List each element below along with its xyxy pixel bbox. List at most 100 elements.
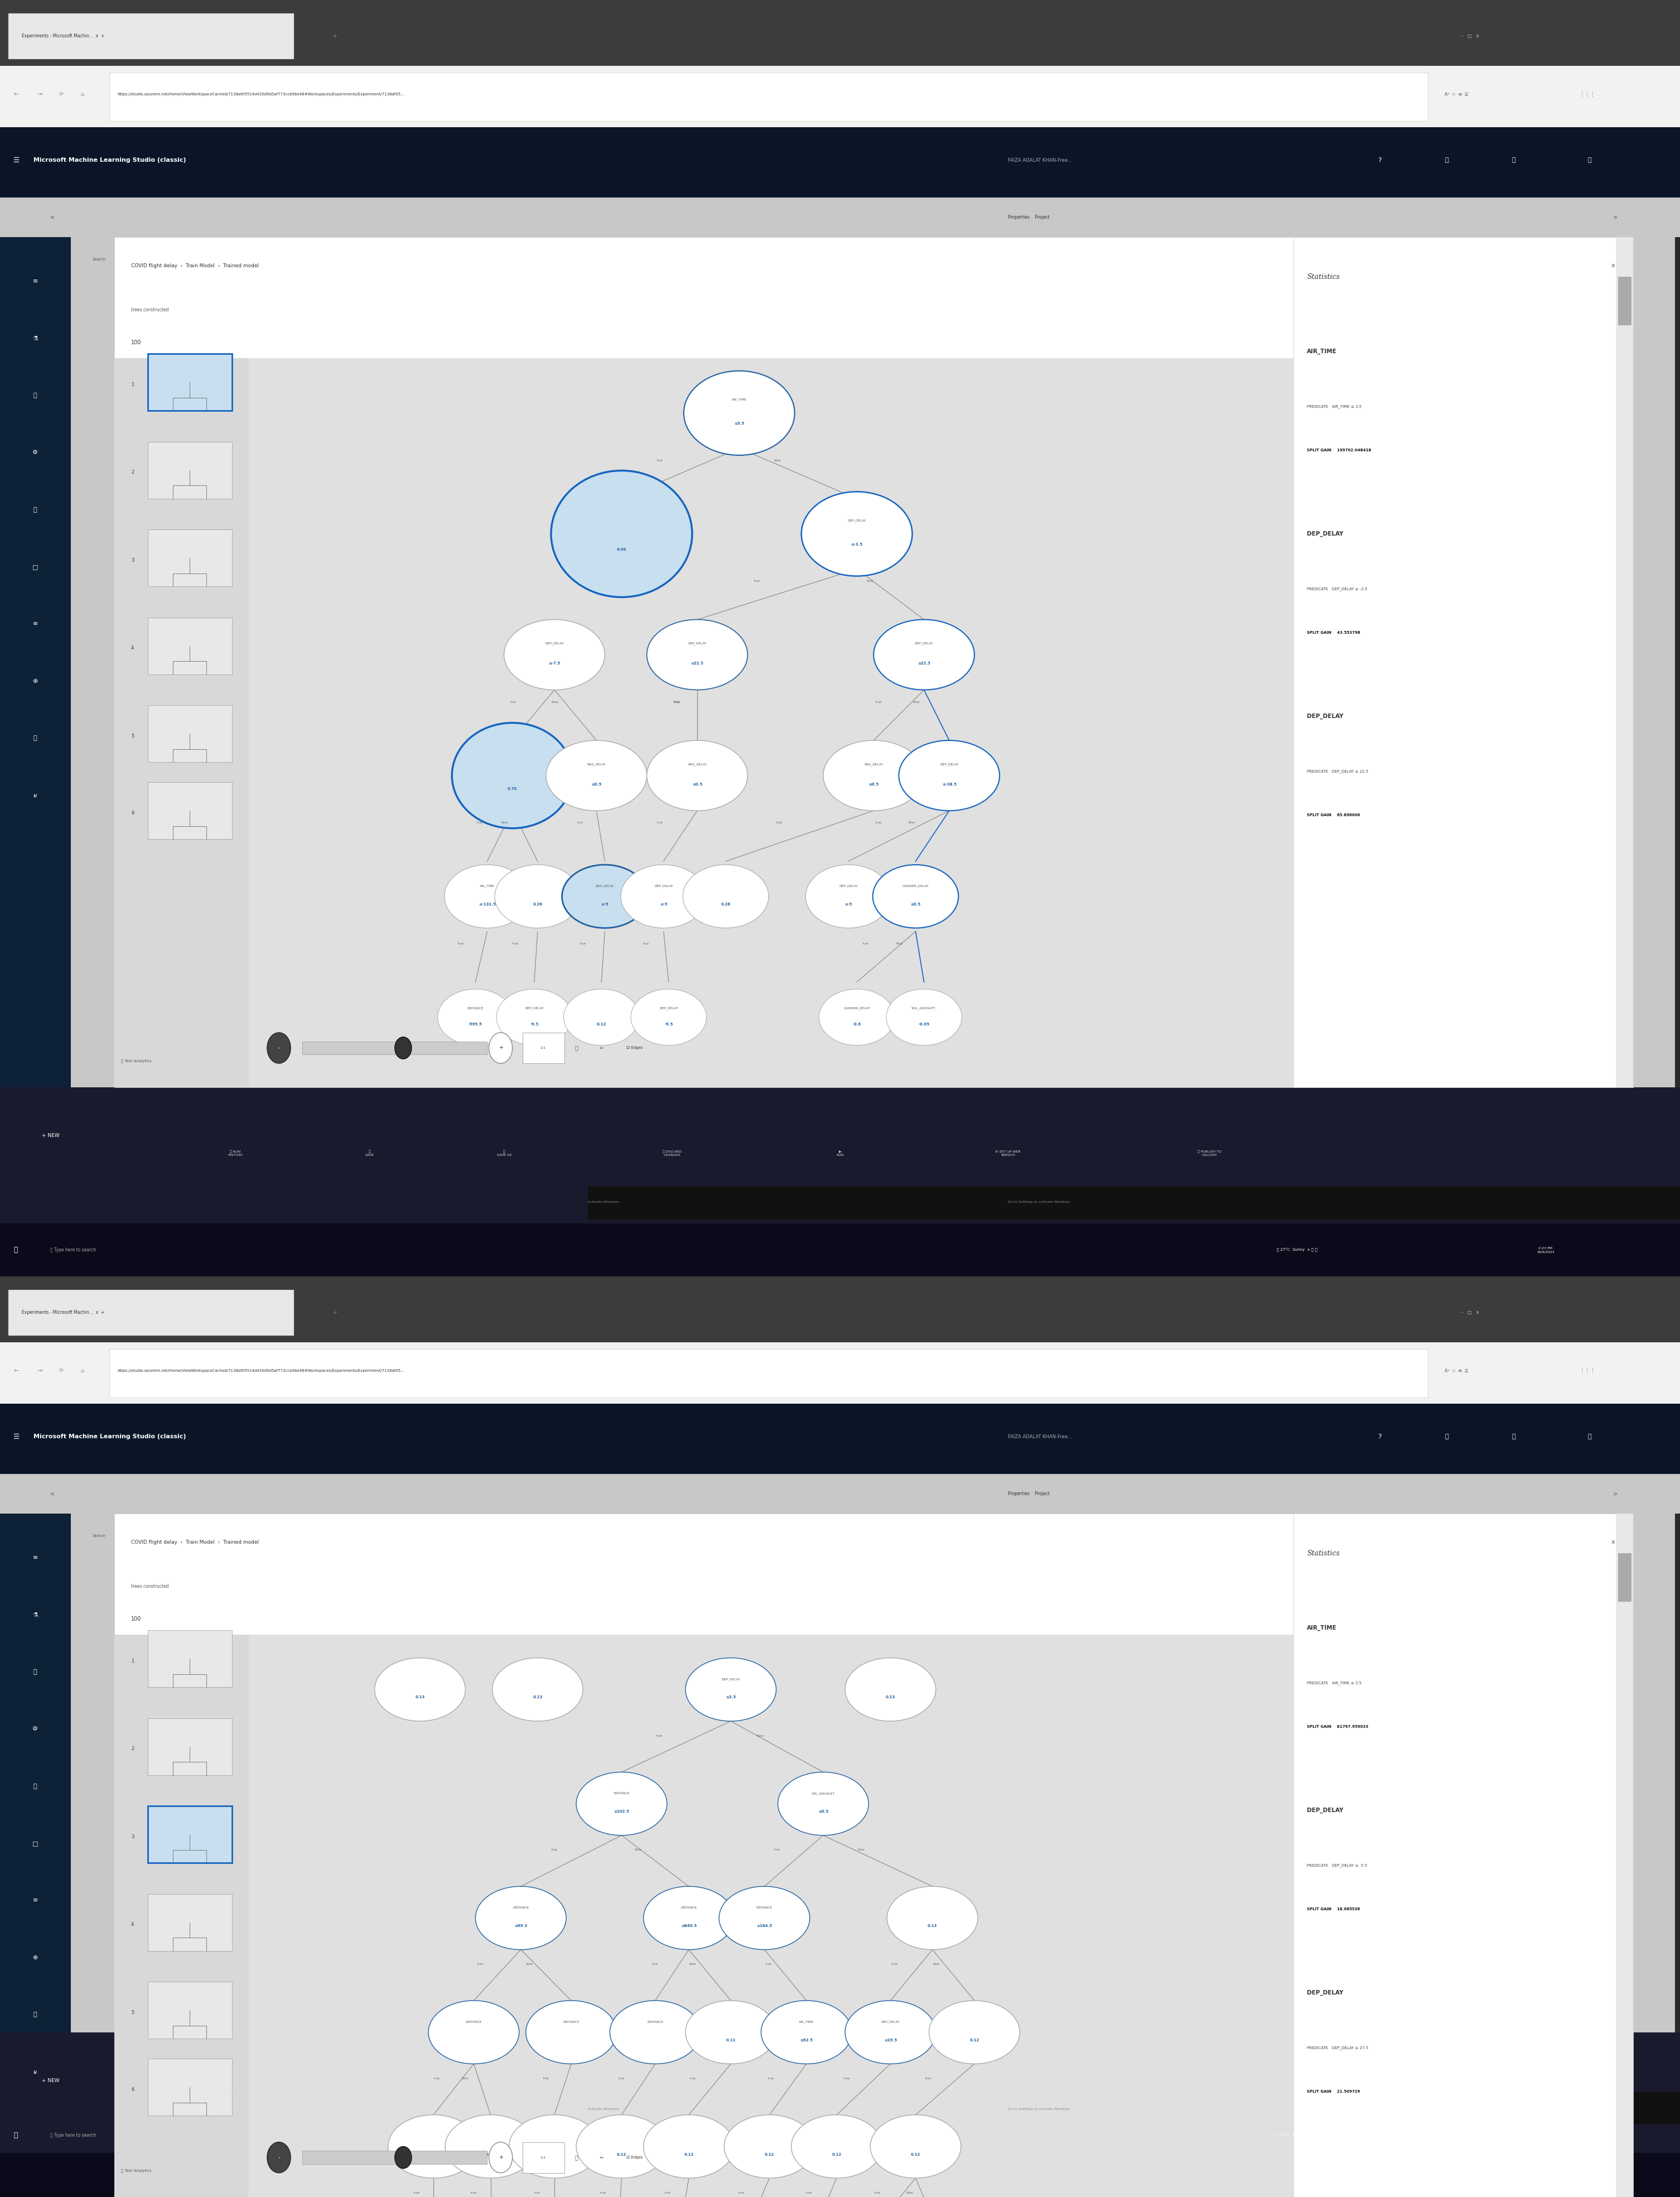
Text: false: false bbox=[689, 1962, 697, 1966]
Text: ⚙ SET UP WEB
SERVICE: ⚙ SET UP WEB SERVICE bbox=[995, 1151, 1021, 1156]
Text: DEP_DELAY: DEP_DELAY bbox=[544, 642, 564, 646]
Text: ?: ? bbox=[1378, 1432, 1381, 1441]
Text: 100: 100 bbox=[131, 341, 141, 345]
Text: ≤99.3: ≤99.3 bbox=[514, 1925, 528, 1927]
Ellipse shape bbox=[682, 866, 768, 927]
Text: PREDICATE   AIR_TIME ≤ 3.5: PREDICATE AIR_TIME ≤ 3.5 bbox=[1307, 1681, 1362, 1685]
Text: 0.12: 0.12 bbox=[549, 2153, 559, 2155]
Text: true: true bbox=[578, 822, 583, 824]
Text: DISTANCE: DISTANCE bbox=[756, 1907, 773, 1909]
Text: true: true bbox=[766, 1962, 771, 1966]
Text: 6: 6 bbox=[131, 811, 134, 815]
Text: 🔴 27°C  Sunny  ∧ 🔊 🌐: 🔴 27°C Sunny ∧ 🔊 🌐 bbox=[1277, 1248, 1317, 1252]
FancyBboxPatch shape bbox=[148, 442, 232, 499]
Text: false: false bbox=[857, 1848, 865, 1852]
Text: true: true bbox=[512, 943, 519, 945]
Ellipse shape bbox=[564, 989, 638, 1046]
Text: 💾
SAVE: 💾 SAVE bbox=[365, 1151, 375, 1156]
Ellipse shape bbox=[778, 1773, 869, 1834]
Ellipse shape bbox=[632, 989, 706, 1046]
Text: 0.00: 0.00 bbox=[617, 547, 627, 551]
Text: AIR_TIME: AIR_TIME bbox=[1307, 1626, 1337, 1630]
Text: true: true bbox=[477, 822, 482, 824]
Ellipse shape bbox=[620, 866, 706, 927]
Text: false: false bbox=[909, 822, 916, 824]
Text: DEP_DELAY: DEP_DELAY bbox=[1307, 532, 1344, 536]
Text: + NEW: + NEW bbox=[42, 1134, 59, 1138]
FancyBboxPatch shape bbox=[522, 1033, 564, 1063]
Text: https://studio.azureml.net/Home/ViewWorkspaceCached/7138af05514d430d9d5af773ccb9: https://studio.azureml.net/Home/ViewWork… bbox=[118, 92, 405, 97]
Text: DEP_DELAY: DEP_DELAY bbox=[595, 885, 615, 888]
Text: Experiments - Microsoft Machin...  x  +: Experiments - Microsoft Machin... x + bbox=[22, 1309, 104, 1316]
Ellipse shape bbox=[475, 1887, 566, 1949]
FancyBboxPatch shape bbox=[0, 237, 71, 1088]
Text: 1:1: 1:1 bbox=[539, 2155, 546, 2160]
Text: 5: 5 bbox=[131, 734, 134, 738]
FancyBboxPatch shape bbox=[148, 617, 232, 674]
Text: 2: 2 bbox=[131, 1747, 134, 1751]
Text: +: + bbox=[499, 1046, 502, 1050]
FancyBboxPatch shape bbox=[148, 1894, 232, 1951]
Ellipse shape bbox=[929, 2001, 1020, 2063]
FancyBboxPatch shape bbox=[0, 0, 1680, 66]
Text: true: true bbox=[739, 2190, 744, 2195]
Text: ⏰ RUN
HISTORY: ⏰ RUN HISTORY bbox=[227, 1151, 244, 1156]
Text: PREDICATE   DEP_DELAY ≤ -3.5: PREDICATE DEP_DELAY ≤ -3.5 bbox=[1307, 587, 1368, 591]
Text: CARRIER_DELAY: CARRIER_DELAY bbox=[902, 885, 929, 888]
Ellipse shape bbox=[887, 1887, 978, 1949]
Ellipse shape bbox=[444, 866, 531, 927]
Ellipse shape bbox=[647, 620, 748, 690]
FancyBboxPatch shape bbox=[0, 1404, 1680, 1474]
Circle shape bbox=[267, 1033, 291, 1063]
Text: ≤-131.5: ≤-131.5 bbox=[479, 903, 496, 905]
FancyBboxPatch shape bbox=[249, 1635, 1294, 2197]
Text: 0.11: 0.11 bbox=[726, 2039, 736, 2041]
Text: 🌐: 🌐 bbox=[34, 1670, 37, 1674]
Ellipse shape bbox=[887, 989, 961, 1046]
FancyBboxPatch shape bbox=[588, 2092, 1680, 2124]
Text: ⌂: ⌂ bbox=[81, 92, 84, 97]
Text: Go to Settings to activate Windows.: Go to Settings to activate Windows. bbox=[1008, 1200, 1070, 1204]
Text: SPLIT GAIN    43.553798: SPLIT GAIN 43.553798 bbox=[1307, 631, 1361, 635]
FancyBboxPatch shape bbox=[0, 127, 1680, 198]
Text: true: true bbox=[768, 2076, 774, 2081]
Text: DEP_DELAY: DEP_DELAY bbox=[1307, 1808, 1344, 1813]
Text: false: false bbox=[551, 701, 559, 703]
Ellipse shape bbox=[526, 2001, 617, 2063]
Text: Properties    Project: Properties Project bbox=[1008, 215, 1050, 220]
Text: false: false bbox=[501, 822, 509, 824]
FancyBboxPatch shape bbox=[0, 2153, 1680, 2197]
Text: Statistics: Statistics bbox=[1307, 1549, 1341, 1558]
Text: 🙂: 🙂 bbox=[1512, 1435, 1515, 1439]
FancyBboxPatch shape bbox=[109, 1349, 1428, 1397]
FancyBboxPatch shape bbox=[1618, 277, 1631, 325]
Text: ⦾: ⦾ bbox=[13, 1246, 17, 1254]
Text: true: true bbox=[926, 2076, 931, 2081]
Text: ≤0.5: ≤0.5 bbox=[818, 1810, 828, 1813]
Text: SPLIT GAIN    21.509729: SPLIT GAIN 21.509729 bbox=[1307, 2089, 1361, 2094]
Text: x: x bbox=[1611, 264, 1614, 268]
Text: 2:23 PM
10/9/2022: 2:23 PM 10/9/2022 bbox=[1537, 1248, 1554, 1252]
FancyBboxPatch shape bbox=[148, 1806, 232, 1863]
Text: true: true bbox=[776, 822, 783, 824]
Text: ▶
RUN: ▶ RUN bbox=[837, 2089, 843, 2094]
Text: 0.12: 0.12 bbox=[911, 2153, 921, 2155]
Text: false: false bbox=[674, 701, 680, 703]
FancyBboxPatch shape bbox=[0, 66, 1680, 127]
Text: 👥: 👥 bbox=[1445, 1435, 1448, 1439]
FancyBboxPatch shape bbox=[148, 354, 232, 411]
Text: DEP_DELAY: DEP_DELAY bbox=[847, 518, 867, 523]
FancyBboxPatch shape bbox=[148, 529, 232, 587]
Text: 🔍: 🔍 bbox=[34, 1784, 37, 1788]
Text: ≤849.5: ≤849.5 bbox=[680, 1925, 697, 1927]
Text: ⋮⋮⋮: ⋮⋮⋮ bbox=[1579, 1369, 1596, 1373]
Text: -595.5: -595.5 bbox=[469, 1022, 482, 1026]
FancyBboxPatch shape bbox=[148, 782, 232, 839]
Text: true: true bbox=[657, 459, 664, 461]
Text: DEP_DELAY: DEP_DELAY bbox=[687, 642, 707, 646]
Text: true: true bbox=[774, 1848, 780, 1852]
Text: 💾
SAVE AS: 💾 SAVE AS bbox=[497, 2089, 511, 2094]
Text: DEP_DELAY: DEP_DELAY bbox=[914, 642, 934, 646]
Text: 💾
SAVE: 💾 SAVE bbox=[365, 2089, 375, 2094]
Text: 🗑 DISCARD
CHANGES: 🗑 DISCARD CHANGES bbox=[662, 2089, 682, 2094]
